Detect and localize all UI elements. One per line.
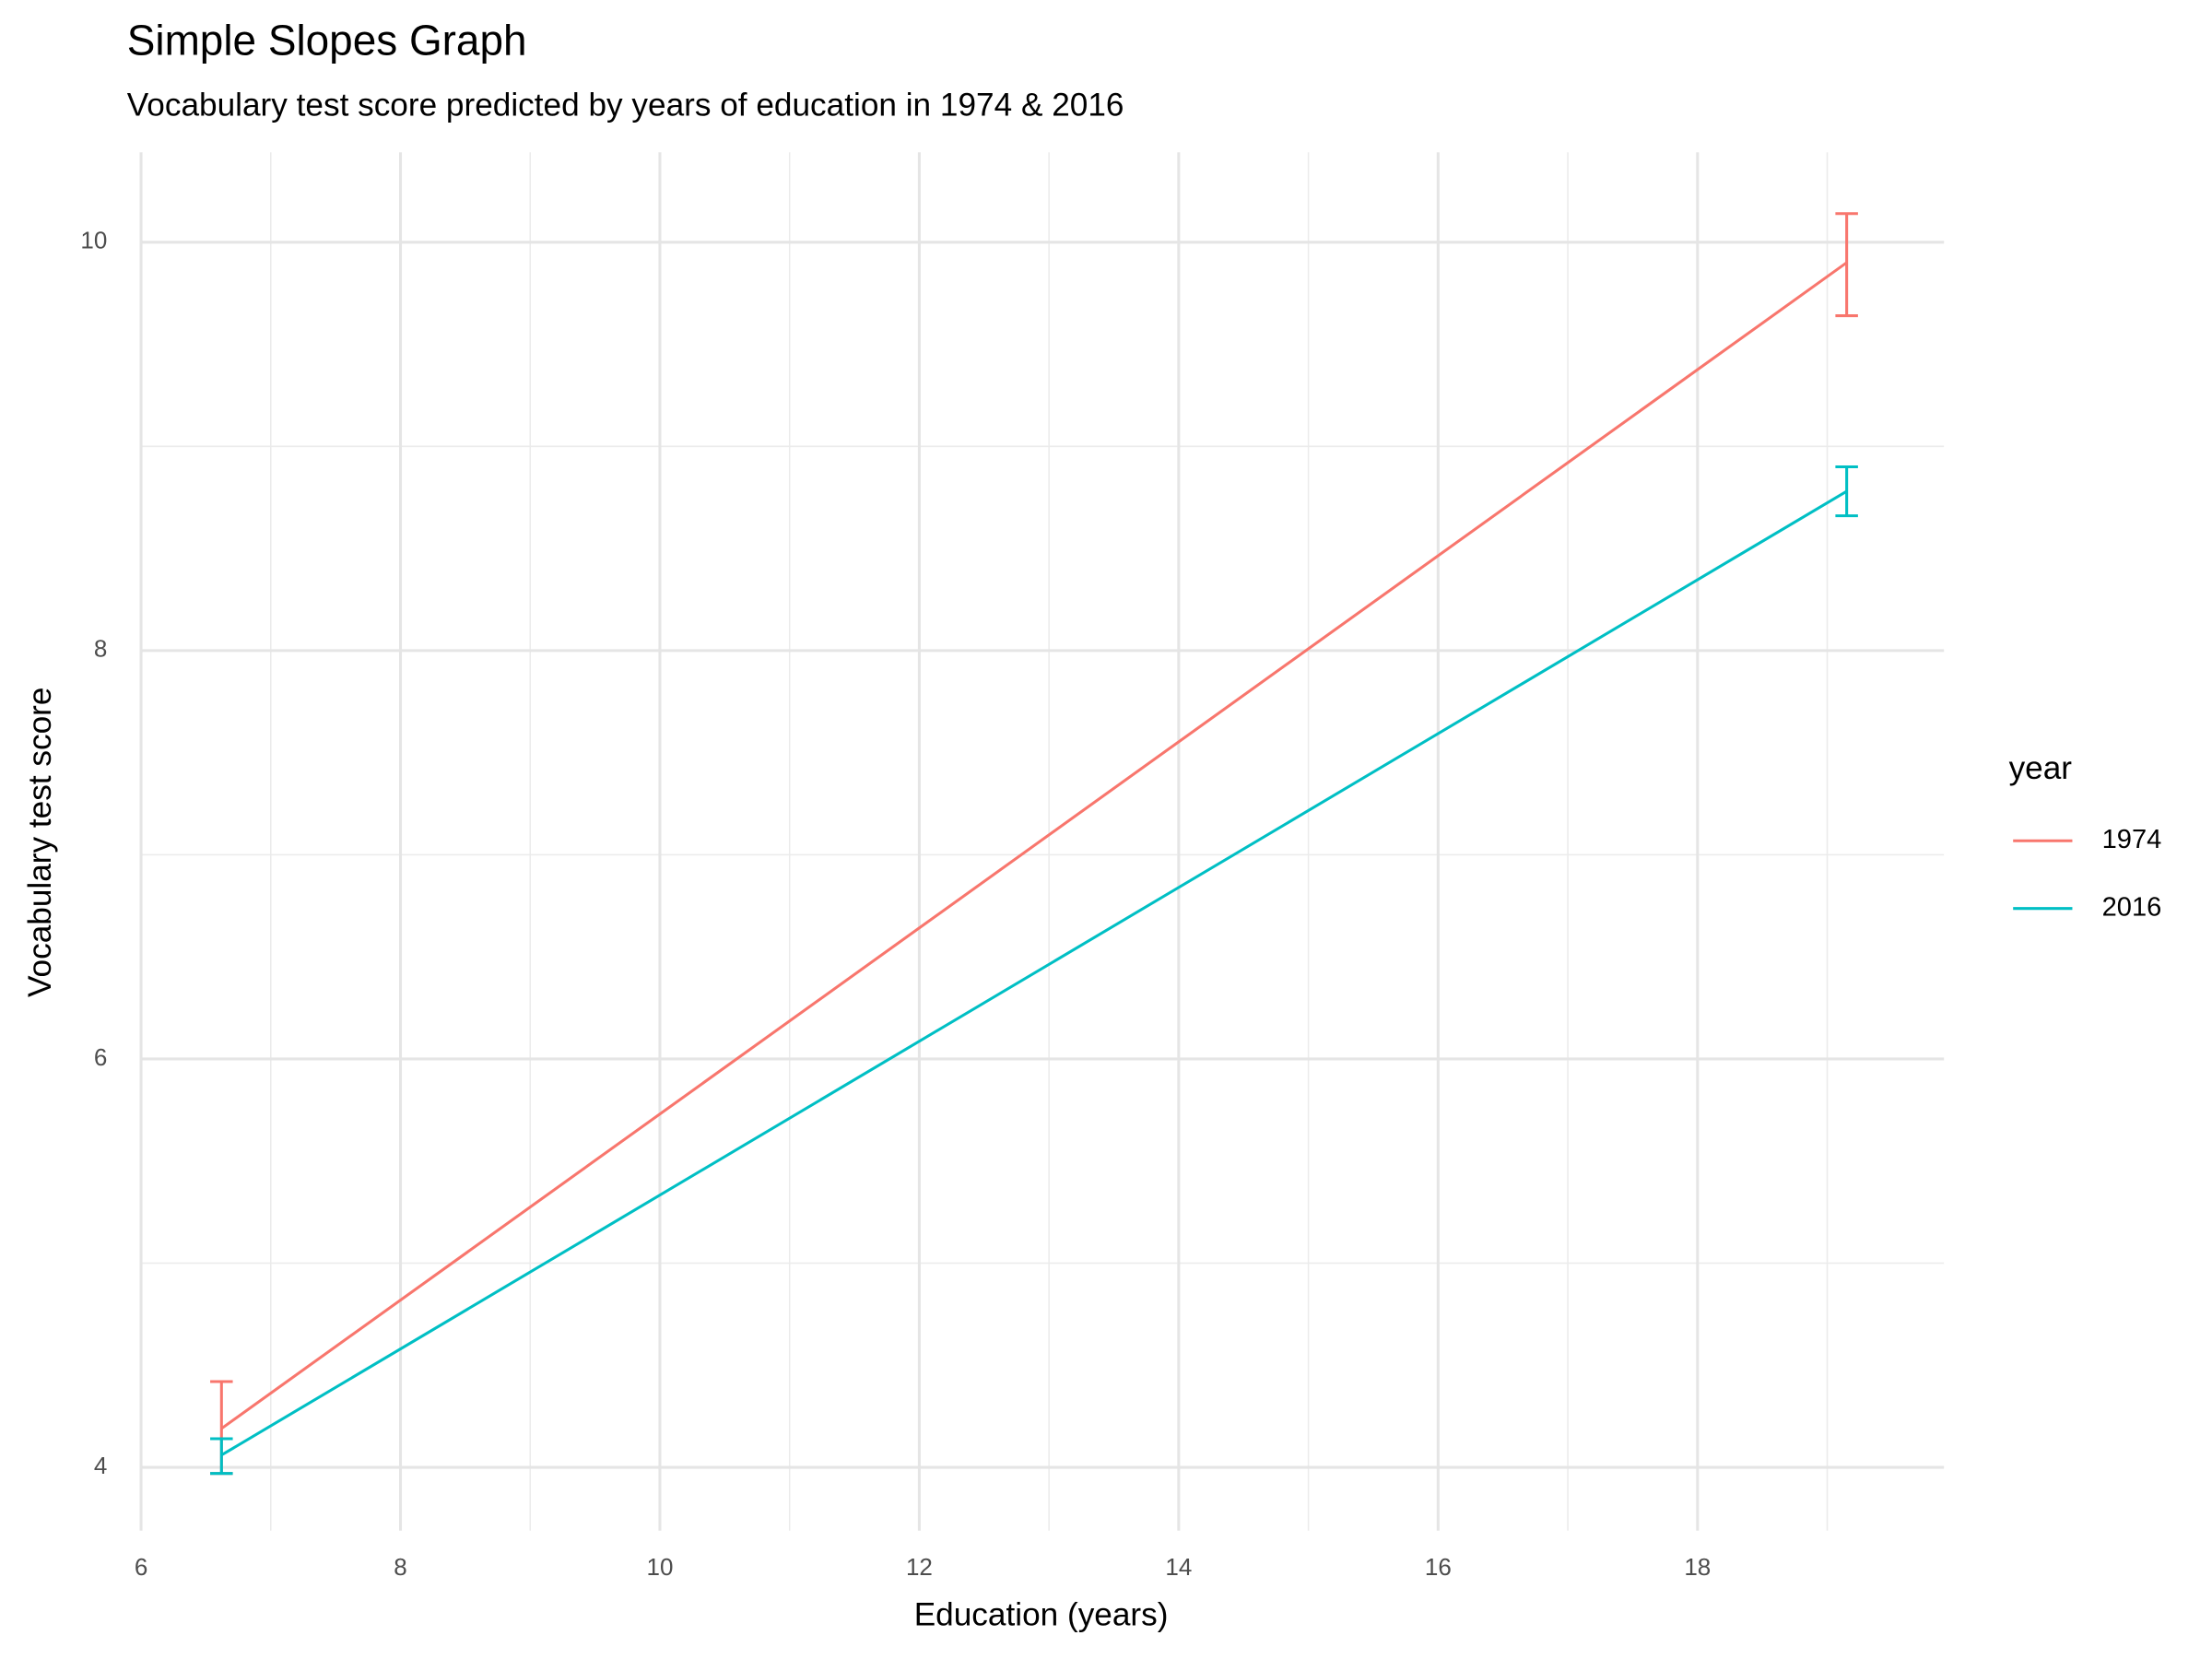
error-bar <box>1835 212 1858 318</box>
chart-title: Simple Slopes Graph <box>127 17 527 65</box>
error-bar <box>1835 465 1858 518</box>
y-tick-label: 8 <box>94 635 107 663</box>
x-tick-label: 6 <box>135 1553 147 1581</box>
chart-subtitle: Vocabulary test score predicted by years… <box>127 88 1124 124</box>
legend-label: 2016 <box>2102 892 2162 922</box>
legend-label: 1974 <box>2102 825 2162 854</box>
x-tick-label: 10 <box>647 1553 674 1581</box>
x-tick-label: 14 <box>1165 1553 1192 1581</box>
x-tick-label: 18 <box>1684 1553 1711 1581</box>
series-line <box>220 261 1848 1430</box>
y-tick-label: 4 <box>94 1452 107 1479</box>
legend-title: year <box>2009 750 2073 786</box>
x-tick-label: 8 <box>394 1553 406 1581</box>
y-tick-label: 6 <box>94 1043 107 1071</box>
x-tick-label: 12 <box>906 1553 933 1581</box>
error-bar <box>210 1437 233 1476</box>
y-tick-label: 10 <box>80 227 107 254</box>
series-line <box>220 489 1848 1457</box>
y-axis-label: Vocabulary test score <box>22 688 58 997</box>
x-axis-label: Education (years) <box>914 1596 1169 1632</box>
x-tick-label: 16 <box>1425 1553 1452 1581</box>
